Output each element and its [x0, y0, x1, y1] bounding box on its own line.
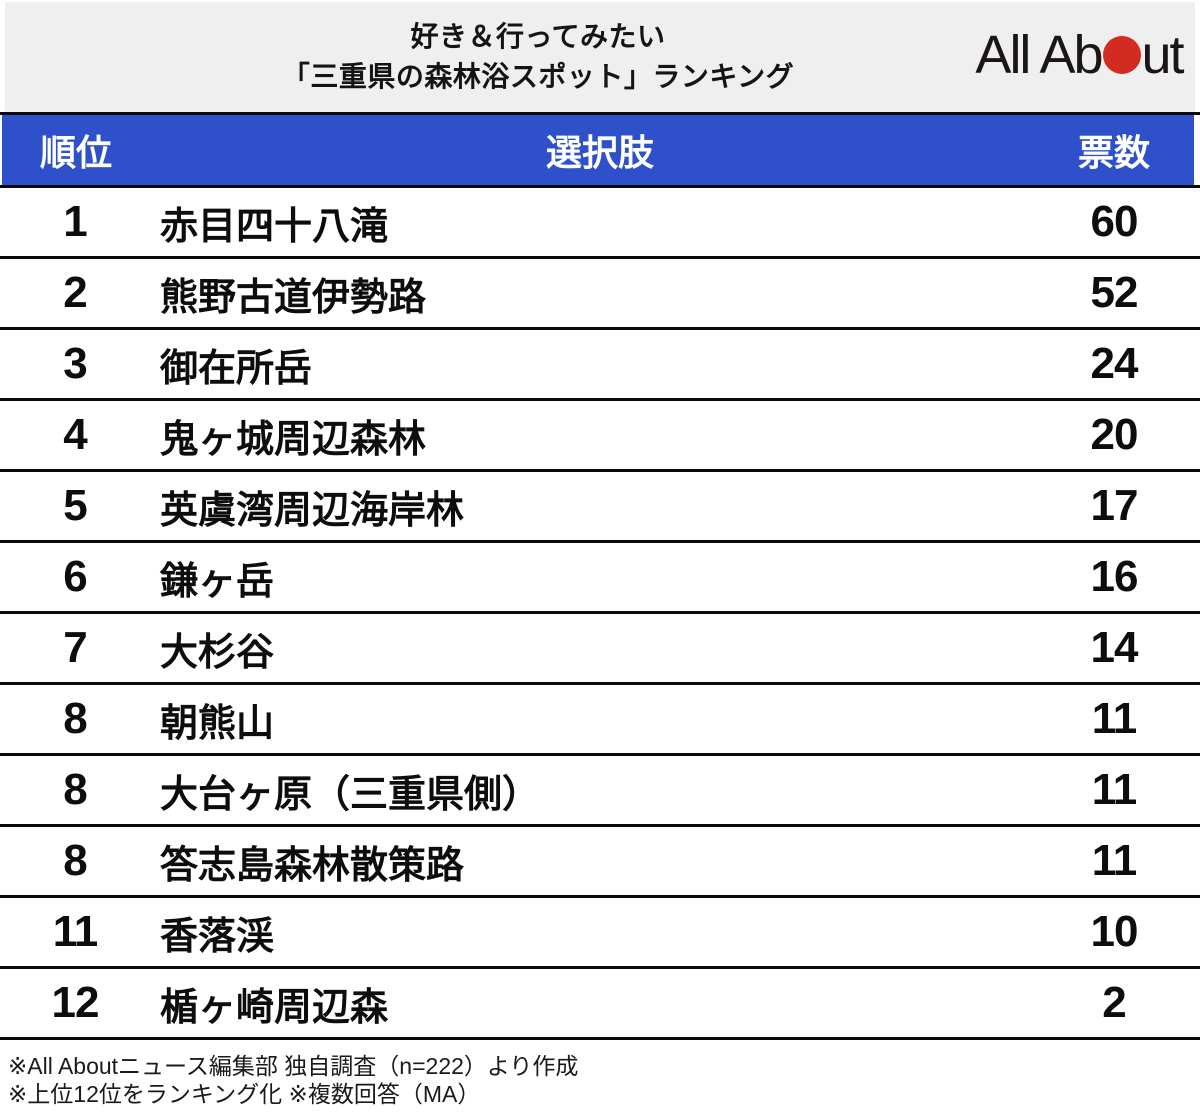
footnote-method: ※上位12位をランキング化 ※複数回答（MA）: [8, 1081, 481, 1107]
votes-cell: 14: [1090, 623, 1139, 672]
choice-cell: 鬼ヶ城周辺森林: [160, 418, 427, 461]
table-row: 8 大台ヶ原（三重県側） 11: [0, 756, 1200, 827]
rank-cell: 1: [63, 197, 87, 246]
votes-cell: 16: [1090, 552, 1139, 601]
column-header-rank: 順位: [39, 132, 112, 173]
logo-text-right: ut: [1141, 25, 1185, 85]
column-header-choice: 選択肢: [545, 132, 654, 173]
page-title-line2: 「三重県の森林浴スポット」ランキング: [281, 61, 795, 92]
rank-cell: 11: [52, 907, 99, 956]
votes-cell: 11: [1091, 694, 1138, 743]
rank-cell: 7: [63, 623, 87, 672]
rank-cell: 12: [51, 978, 100, 1027]
votes-cell: 2: [1102, 978, 1126, 1027]
choice-cell: 鎌ヶ岳: [160, 560, 275, 603]
choice-cell: 香落渓: [160, 915, 275, 958]
rank-cell: 8: [63, 836, 87, 885]
footnote-source: ※All Aboutニュース編集部 独自調査（n=222）より作成: [8, 1053, 579, 1079]
votes-cell: 17: [1090, 481, 1139, 530]
choice-cell: 答志島森林散策路: [160, 844, 465, 887]
choice-cell: 楯ヶ崎周辺森: [160, 986, 389, 1029]
votes-cell: 10: [1090, 907, 1139, 956]
logo-red-circle-icon: [1102, 36, 1141, 74]
table-header-row: 順位 選択肢 票数: [0, 112, 1200, 188]
rank-cell: 8: [63, 694, 87, 743]
table-row: 11 香落渓 10: [0, 898, 1200, 969]
votes-cell: 11: [1091, 765, 1138, 814]
rank-cell: 3: [63, 339, 87, 388]
table-header-band: 順位 選択肢 票数: [2, 115, 1194, 185]
rank-cell: 2: [63, 268, 87, 317]
table-row: 2 熊野古道伊勢路 52: [0, 259, 1200, 330]
choice-cell: 大台ヶ原（三重県側）: [160, 773, 541, 816]
table-row: 8 朝熊山 11: [0, 685, 1200, 756]
table-row: 3 御在所岳 24: [0, 330, 1200, 401]
page-title-line1: 好き＆行ってみたい: [410, 21, 666, 52]
table-row: 5 英虞湾周辺海岸林 17: [0, 472, 1200, 543]
choice-cell: 大杉谷: [160, 631, 275, 674]
table-row: 8 答志島森林散策路 11: [0, 827, 1200, 898]
choice-cell: 熊野古道伊勢路: [160, 276, 427, 319]
votes-cell: 24: [1090, 339, 1139, 388]
all-about-logo: All Ab ut: [963, 24, 1195, 90]
choice-cell: 御在所岳: [160, 347, 313, 390]
rank-cell: 6: [63, 552, 87, 601]
table-row: 4 鬼ヶ城周辺森林 20: [0, 401, 1200, 472]
rank-cell: 4: [63, 410, 87, 459]
footnotes: ※All Aboutニュース編集部 独自調査（n=222）より作成 ※上位12位…: [0, 1040, 1200, 1108]
votes-cell: 20: [1090, 410, 1139, 459]
choice-cell: 赤目四十八滝: [160, 205, 389, 248]
choice-cell: 朝熊山: [160, 702, 275, 745]
choice-cell: 英虞湾周辺海岸林: [160, 489, 465, 532]
table-row: 7 大杉谷 14: [0, 614, 1200, 685]
votes-cell: 52: [1090, 268, 1139, 317]
table-body: 1 赤目四十八滝 60 2 熊野古道伊勢路 52 3 御在所岳 24 4 鬼ヶ城…: [0, 188, 1200, 1040]
table-row: 6 鎌ヶ岳 16: [0, 543, 1200, 614]
table-row: 12 楯ヶ崎周辺森 2: [0, 969, 1200, 1040]
table-row: 1 赤目四十八滝 60: [0, 188, 1200, 259]
votes-cell: 60: [1090, 197, 1139, 246]
rank-cell: 5: [63, 481, 87, 530]
rank-cell: 8: [63, 765, 87, 814]
column-header-votes: 票数: [1077, 132, 1150, 173]
logo-text-left: All Ab: [975, 25, 1103, 85]
page-header: 好き＆行ってみたい 「三重県の森林浴スポット」ランキング All Ab ut: [5, 2, 1195, 112]
page-title: 好き＆行ってみたい 「三重県の森林浴スポット」ランキング: [113, 17, 963, 97]
votes-cell: 11: [1091, 836, 1138, 885]
